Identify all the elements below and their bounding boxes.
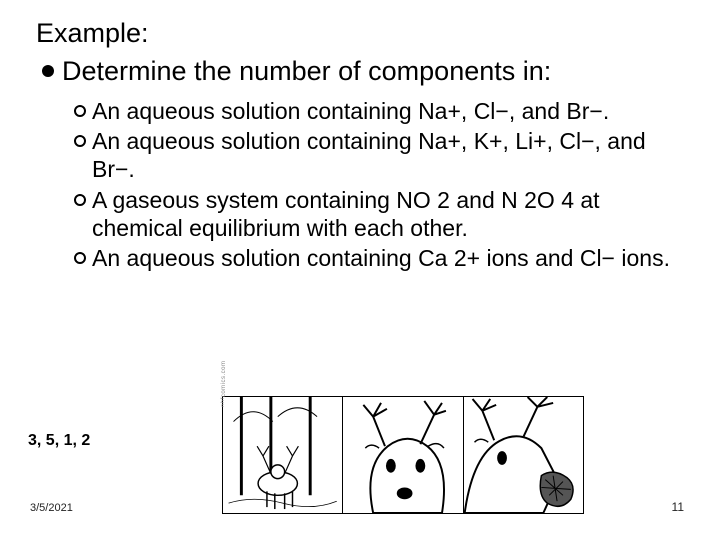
disc-bullet-icon [42, 65, 54, 77]
footer-page-number: 11 [672, 500, 684, 514]
main-bullet: Determine the number of components in: [42, 55, 688, 87]
content-area: Example: Determine the number of compone… [0, 0, 720, 272]
main-bullet-text: Determine the number of components in: [62, 55, 551, 87]
comic-panel-2 [343, 397, 463, 513]
comic-strip: pbfcomics.com [222, 396, 584, 514]
list-item-text: An aqueous solution containing Na+, Cl−,… [92, 97, 609, 125]
deer-forest-icon [223, 397, 342, 513]
deer-closeup-icon [343, 397, 462, 513]
example-heading: Example: [36, 18, 688, 49]
list-item: An aqueous solution containing Na+, K+, … [74, 127, 688, 183]
ring-bullet-icon [74, 135, 86, 147]
sub-bullet-list: An aqueous solution containing Na+, Cl−,… [74, 97, 688, 271]
list-item: An aqueous solution containing Na+, Cl−,… [74, 97, 688, 125]
footer-date: 3/5/2021 [30, 502, 73, 514]
comic-panel-1 [223, 397, 343, 513]
list-item-text: An aqueous solution containing Na+, K+, … [92, 127, 682, 183]
ring-bullet-icon [74, 252, 86, 264]
ring-bullet-icon [74, 194, 86, 206]
slide: Example: Determine the number of compone… [0, 0, 720, 540]
ring-bullet-icon [74, 105, 86, 117]
answers-text: 3, 5, 1, 2 [28, 432, 90, 450]
list-item-text: A gaseous system containing NO 2 and N 2… [92, 186, 682, 242]
comic-panel-3 [464, 397, 583, 513]
deer-eating-icon [464, 397, 583, 513]
list-item-text: An aqueous solution containing Ca 2+ ion… [92, 244, 670, 272]
list-item: A gaseous system containing NO 2 and N 2… [74, 186, 688, 242]
list-item: An aqueous solution containing Ca 2+ ion… [74, 244, 688, 272]
